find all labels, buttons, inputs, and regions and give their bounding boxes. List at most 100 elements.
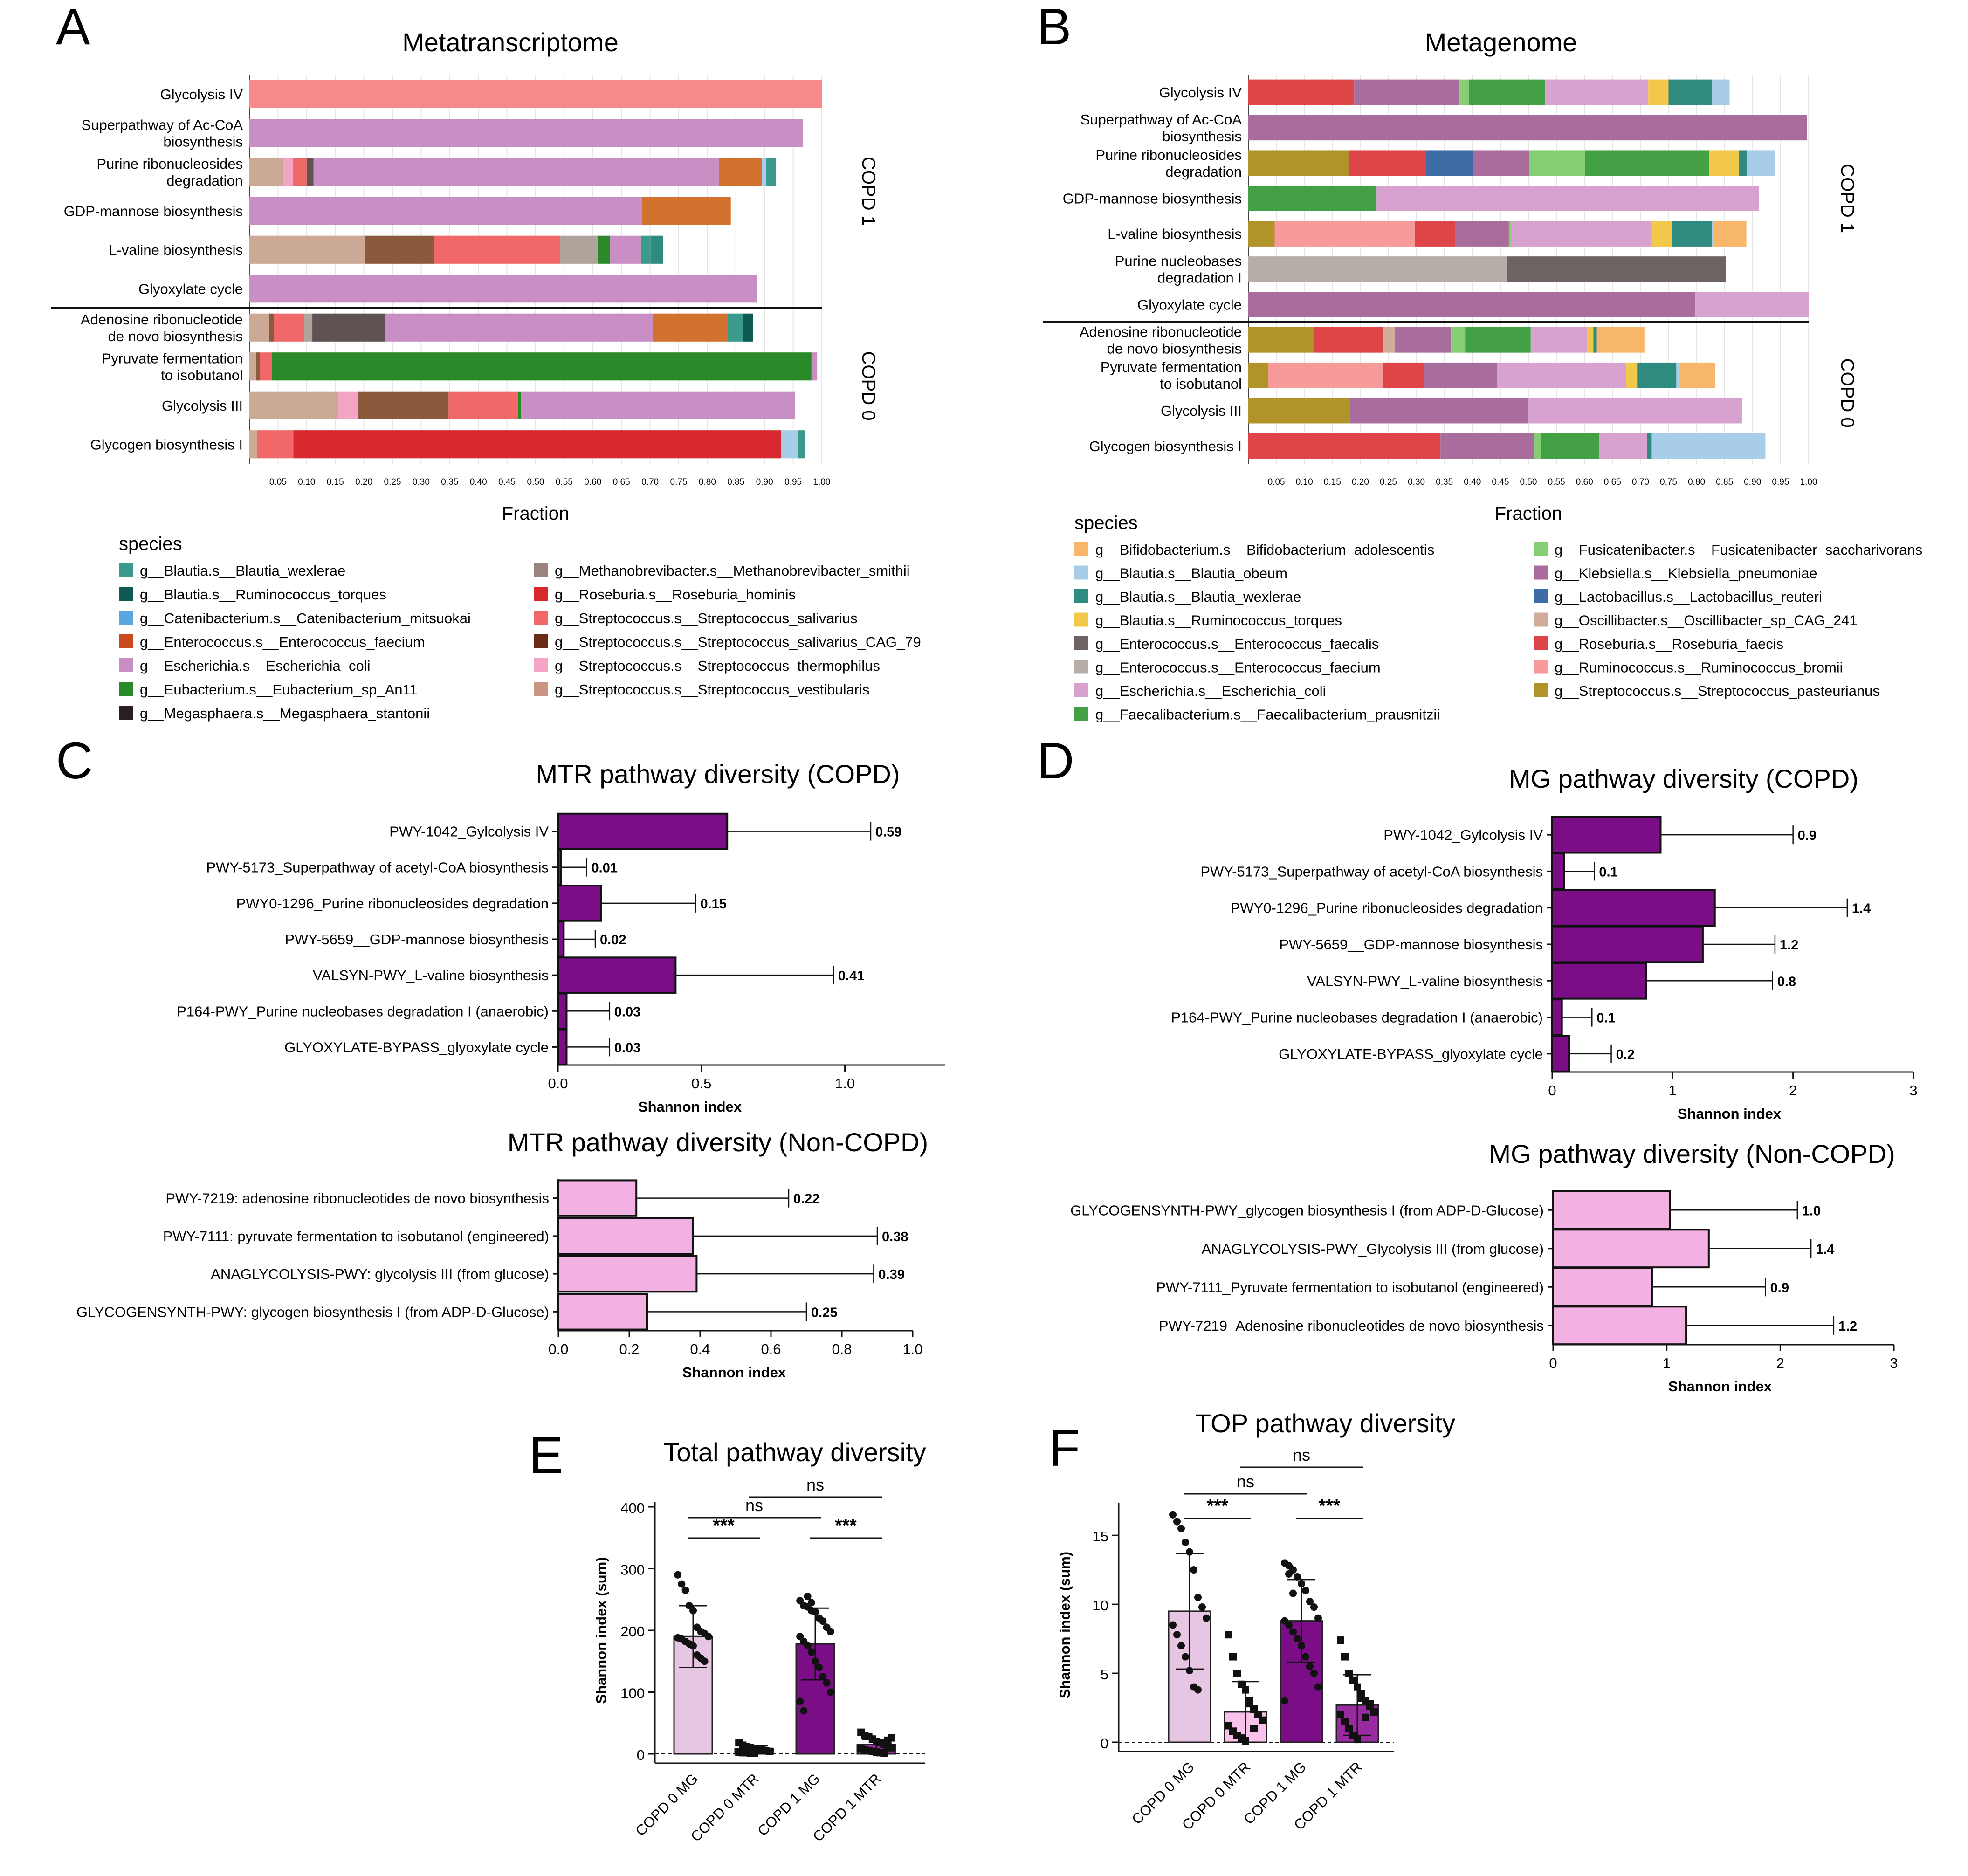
chart-title: Total pathway diversity [663, 1437, 926, 1467]
bar-segment [385, 313, 653, 342]
data-point [1310, 1670, 1318, 1677]
bar-segment [1672, 221, 1712, 247]
legend-label: g__Fusicatenibacter.s__Fusicatenibacter_… [1555, 542, 1922, 558]
bar [1552, 1190, 1671, 1230]
bar-segment [1587, 327, 1594, 353]
bar-segment [256, 352, 260, 381]
value-label: 0.1 [1599, 865, 1617, 880]
panel-label-f: F [1049, 1420, 1080, 1477]
data-point [1233, 1670, 1241, 1677]
value-label: 1.4 [1852, 901, 1871, 916]
legend-label: g__Roseburia.s__Roseburia_hominis [555, 586, 796, 603]
x-tick-label: 0.65 [1604, 477, 1621, 487]
legend-label: g__Oscillibacter.s__Oscillibacter_sp_CAG… [1555, 612, 1858, 629]
category-label: PWY-1042_Gylcolysis IV [389, 824, 549, 840]
data-point [1310, 1603, 1318, 1611]
value-label: 0.01 [592, 861, 618, 876]
x-tick-label: 0.40 [1464, 477, 1481, 487]
bar-segment [1529, 150, 1585, 176]
bar [557, 1028, 568, 1066]
bar [557, 1293, 648, 1331]
bar-segment [1248, 115, 1807, 141]
category-label: PWY0-1296_Purine ribonucleosides degrada… [236, 895, 549, 912]
category-label: VALSYN-PWY_L-valine biosynthesis [313, 967, 549, 983]
bar-segment [249, 197, 642, 225]
legend-label: g__Bifidobacterium.s__Bifidobacterium_ad… [1095, 542, 1434, 558]
data-point [1246, 1700, 1253, 1708]
x-tick-label: 0.75 [1660, 477, 1677, 487]
bar-segment [1465, 327, 1531, 353]
legend-label: g__Streptococcus.s__Streptococcus_thermo… [555, 658, 880, 674]
bar-segment [1545, 79, 1649, 105]
category-label: biosynthesis [1162, 128, 1242, 144]
bar-segment [256, 430, 294, 459]
bar-segment [781, 430, 798, 459]
value-label: 1.0 [1802, 1203, 1821, 1218]
x-tick-label: 0.75 [670, 477, 688, 487]
x-tick-label: 0 [1548, 1082, 1556, 1099]
bar-segment [249, 313, 269, 342]
legend-swatch [1534, 683, 1548, 697]
significance-label: ns [806, 1475, 824, 1494]
bar-segment [306, 158, 314, 186]
y-tick-label: 0 [637, 1747, 645, 1763]
category-label: GLYCOGENSYNTH-PWY_glycogen biosynthesis … [1070, 1202, 1544, 1218]
data-point [796, 1697, 804, 1705]
bar [1280, 1620, 1323, 1743]
x-tick-label: 0.25 [384, 477, 401, 487]
data-point [1173, 1631, 1181, 1639]
chart-title: Metagenome [1425, 27, 1577, 57]
bar-segment [762, 158, 766, 186]
data-point [888, 1734, 895, 1742]
legend-swatch [119, 611, 133, 625]
category-label: Adenosine ribonucleotide [81, 311, 243, 328]
x-tick-label: 0.70 [1632, 477, 1649, 487]
data-point [681, 1586, 689, 1594]
bar-segment [1530, 327, 1587, 353]
bar-segment [1459, 79, 1469, 105]
x-tick-label: 0.65 [613, 477, 630, 487]
legend-swatch [1074, 707, 1088, 721]
category-label: PWY-7219_Adenosine ribonucleotides de no… [1159, 1318, 1544, 1334]
bar-segment [1383, 362, 1424, 388]
bar-segment [1383, 327, 1395, 353]
bar-segment [1541, 433, 1599, 459]
bar-segment [1709, 150, 1739, 176]
x-tick-label: 1.00 [1800, 477, 1817, 487]
bar [557, 921, 565, 958]
category-label: PWY-7111_Pyruvate fermentation to isobut… [1156, 1279, 1544, 1295]
bar-segment [1679, 362, 1715, 388]
legend-label: g__Blautia.s__Blautia_wexlerae [1095, 589, 1301, 605]
data-point [1177, 1642, 1185, 1649]
bar-segment [1349, 398, 1528, 424]
y-tick-label: 15 [1093, 1528, 1108, 1545]
legend-swatch [534, 658, 548, 672]
category-label: de novo biosynthesis [1107, 340, 1242, 357]
y-axis-title: Shannon index (sum) [1057, 1552, 1073, 1698]
legend-swatch [1534, 612, 1548, 627]
data-point [807, 1648, 815, 1656]
bar [557, 1179, 638, 1217]
x-tick-label: 0.0 [548, 1341, 568, 1357]
significance-label: *** [1319, 1496, 1341, 1516]
value-label: 0.1 [1596, 1011, 1615, 1026]
bar-segment [1596, 327, 1645, 353]
bar-segment [1274, 221, 1415, 247]
legend-swatch [534, 682, 548, 696]
legend-label: g__Blautia.s__Ruminococcus_torques [1095, 612, 1342, 629]
bar-segment [653, 313, 728, 342]
bar-segment [743, 313, 753, 342]
data-point [1169, 1511, 1177, 1519]
bar-segment [249, 275, 757, 303]
bar-segment [293, 430, 781, 459]
bar-segment [1593, 327, 1597, 353]
x-tick-label: 0.20 [1352, 477, 1369, 487]
legend-swatch [119, 634, 133, 648]
legend-label: g__Streptococcus.s__Streptococcus_pasteu… [1555, 683, 1880, 699]
bar-segment [249, 391, 338, 419]
legend-label: g__Streptococcus.s__Streptococcus_saliva… [555, 610, 858, 626]
category-label: PWY-5173_Superpathway of acetyl-CoA bios… [206, 859, 549, 876]
chart-title: Metatranscriptome [402, 27, 619, 57]
category-label: PWY-7111: pyruvate fermentation to isobu… [163, 1228, 549, 1244]
